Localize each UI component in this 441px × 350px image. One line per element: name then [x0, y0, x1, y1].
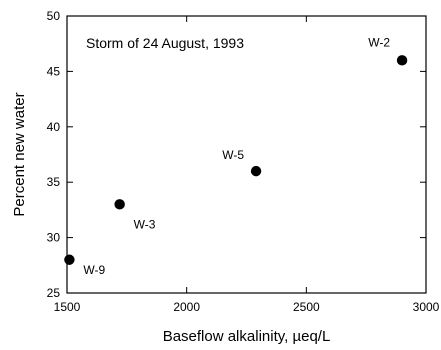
y-tick-label: 35	[47, 175, 61, 189]
data-point-w-3	[114, 199, 125, 210]
point-label-w-2: W-2	[368, 35, 390, 49]
point-label-w-9: W-9	[83, 263, 105, 277]
chart-title: Storm of 24 August, 1993	[86, 35, 244, 51]
data-point-w-2	[396, 55, 408, 66]
data-point-w-9	[64, 254, 75, 265]
x-tick-label: 3000	[413, 300, 440, 314]
y-tick-label: 25	[47, 286, 61, 300]
y-tick-label: 50	[47, 9, 61, 23]
x-tick-label: 2000	[173, 300, 200, 314]
y-axis-label: Percent new water	[11, 92, 28, 216]
x-axis-label: Baseflow alkalinity, µeq/L	[163, 328, 331, 345]
y-tick-label: 45	[47, 64, 61, 78]
point-label-w-5: W-5	[222, 148, 244, 162]
plot-frame	[66, 15, 427, 294]
x-tick-label: 1500	[54, 300, 81, 314]
x-tick-label: 2500	[293, 300, 320, 314]
data-point-w-5	[250, 165, 262, 177]
point-label-w-3: W-3	[134, 217, 156, 231]
y-tick-label: 30	[47, 231, 61, 245]
y-tick-label: 40	[47, 120, 61, 134]
